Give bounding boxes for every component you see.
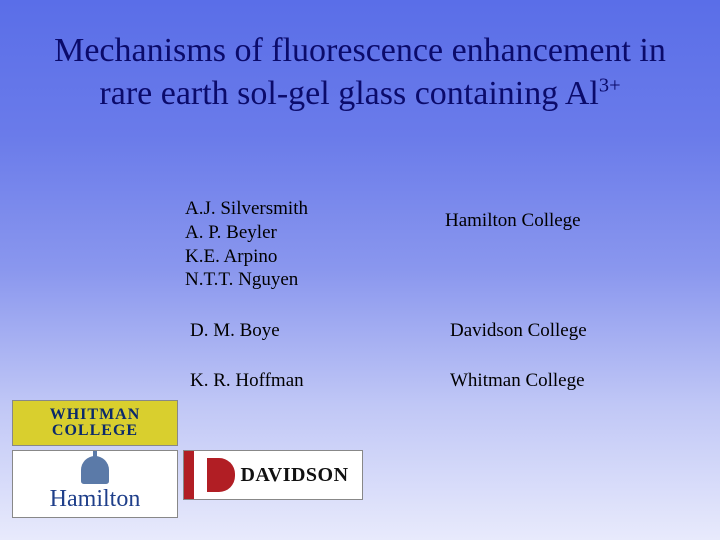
affiliation-3: Whitman College (450, 370, 585, 392)
davidson-d-icon (207, 458, 235, 492)
davidson-logo: DAVIDSON (183, 450, 363, 500)
hamilton-logo: Hamilton (12, 450, 178, 518)
authors-group-1: A.J. Silversmith A. P. Beyler K.E. Arpin… (185, 197, 308, 292)
slide-title: Mechanisms of fluorescence enhancement i… (0, 0, 720, 115)
author-name: K.E. Arpino (185, 245, 308, 269)
davidson-bar (184, 451, 194, 499)
hamilton-logo-text: Hamilton (50, 486, 141, 513)
author-3: K. R. Hoffman (190, 370, 304, 392)
title-text: Mechanisms of fluorescence enhancement i… (54, 32, 666, 112)
affiliation-2: Davidson College (450, 320, 587, 342)
author-name: A. P. Beyler (185, 221, 308, 245)
author-name: N.T.T. Nguyen (185, 268, 308, 292)
author-2: D. M. Boye (190, 320, 280, 342)
whitman-logo: WHITMAN COLLEGE (12, 400, 178, 446)
whitman-logo-line2: COLLEGE (50, 423, 141, 439)
davidson-logo-text: DAVIDSON (240, 464, 348, 487)
whitman-logo-line1: WHITMAN (50, 407, 141, 423)
affiliation-1: Hamilton College (445, 210, 581, 232)
title-superscript: 3+ (599, 74, 621, 96)
hamilton-dome-icon (81, 456, 109, 484)
author-name: A.J. Silversmith (185, 197, 308, 221)
